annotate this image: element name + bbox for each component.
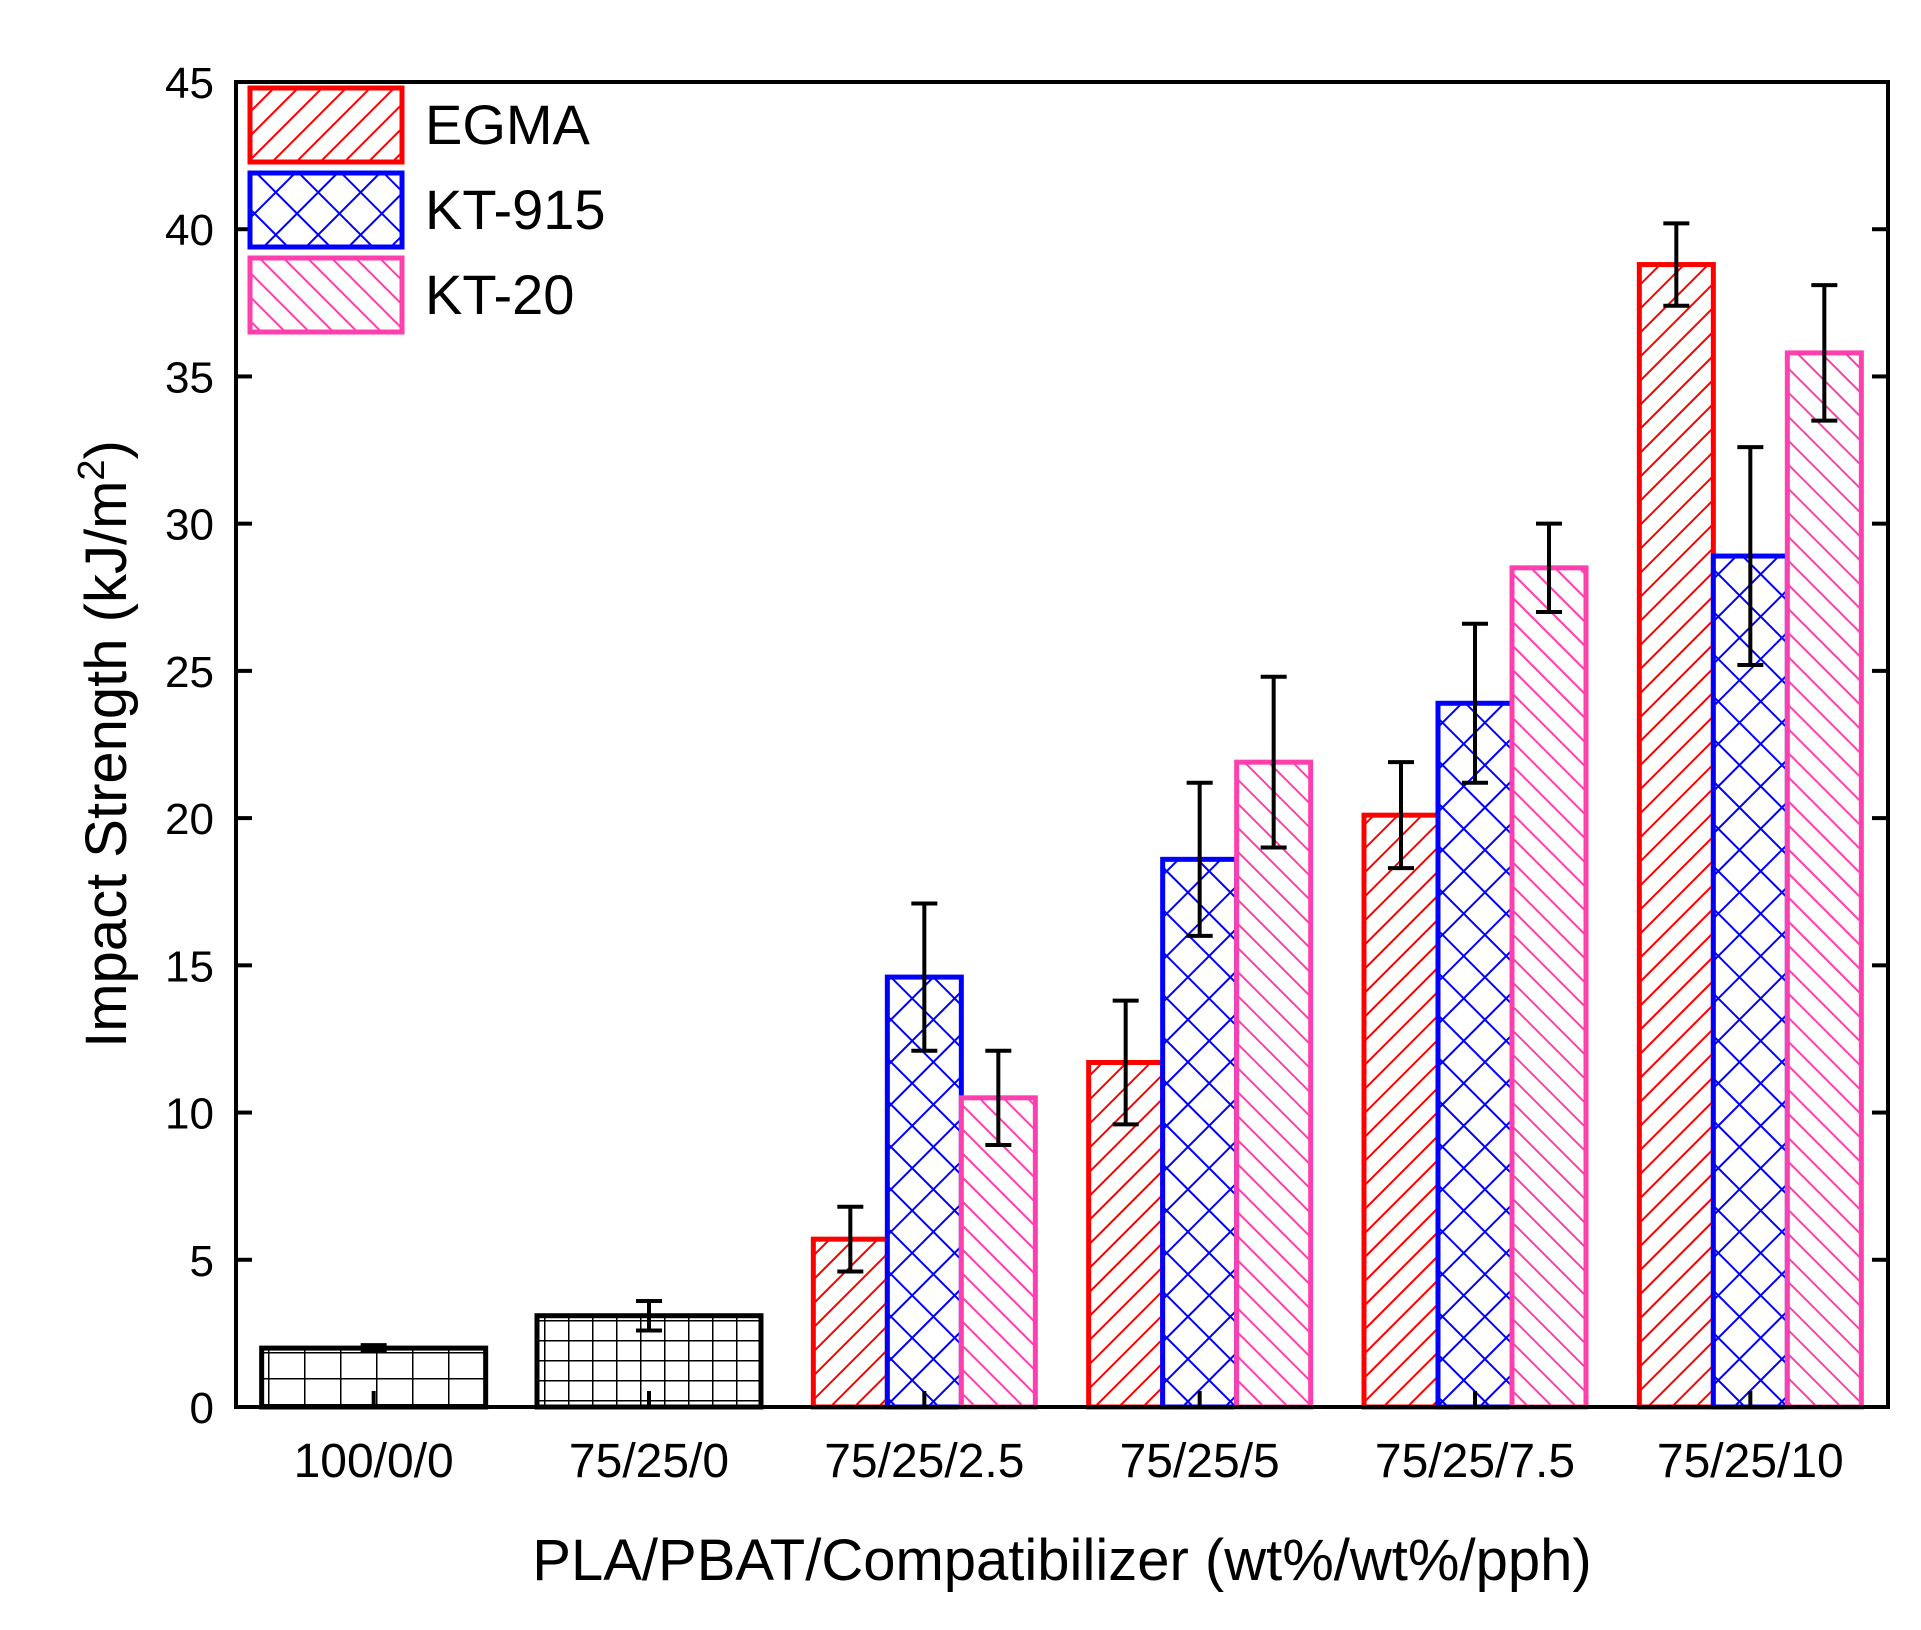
legend-label: EGMA (425, 93, 591, 156)
legend-swatch (247, 85, 405, 165)
bar-kt-915-75-25-7.5-error-bar (1462, 621, 1488, 785)
y-axis-label-main: Impact Strength (kJ/m (74, 481, 139, 1048)
bar-kt-915-75-25-10 (1710, 553, 1790, 1410)
legend-label: KT-20 (425, 263, 574, 326)
y-axis-label-superscript: 2 (71, 459, 113, 480)
legend-item-egma: EGMA (247, 85, 591, 165)
bar-egma-75-25-10-error-bar (1663, 221, 1690, 308)
x-tick-label: 100/0/0 (294, 1435, 454, 1488)
bar-egma-75-25-2.5-error-bar (837, 1204, 864, 1274)
bar-kt-915-75-25-10-error-bar (1737, 445, 1764, 667)
y-axis: 0 5 10 15 20 25 30 35 40 45 (165, 59, 1888, 1433)
y-tick-label: 45 (165, 59, 214, 108)
bar-kt-915-75-25-2.5-error-bar (911, 901, 938, 1053)
bar-kt-20-75-25-7.5 (1509, 565, 1589, 1410)
bar-control-100-0-0-error-bar (360, 1343, 387, 1354)
bar-kt-20-75-25-5-error-bar (1260, 674, 1287, 850)
x-tick-label: 75/25/2.5 (824, 1435, 1024, 1488)
x-tick-label: 75/25/10 (1657, 1435, 1844, 1488)
legend-swatch (247, 255, 405, 335)
legend-item-kt-915: KT-915 (247, 170, 606, 250)
y-axis-label: Impact Strength (kJ/m2) (71, 440, 139, 1048)
x-tick-label: 75/25/7.5 (1375, 1435, 1575, 1488)
bar-egma-75-25-7.5 (1361, 812, 1441, 1410)
y-tick-label: 15 (165, 942, 214, 991)
bar-kt-915-75-25-5-error-bar (1186, 780, 1213, 938)
y-axis-label-close: ) (74, 440, 139, 459)
bar-kt-915-75-25-7.5 (1435, 700, 1515, 1410)
bar-egma-75-25-7.5-error-bar (1388, 760, 1414, 871)
x-tick-label: 75/25/5 (1120, 1435, 1280, 1488)
legend: EGMA KT-915 KT-20 (247, 85, 606, 335)
y-tick-label: 30 (165, 501, 214, 550)
bar-kt-20-75-25-5 (1234, 759, 1314, 1410)
y-tick-label: 20 (165, 795, 214, 844)
bars-layer (259, 262, 1864, 1410)
x-tick-label: 75/25/0 (569, 1435, 729, 1488)
legend-label: KT-915 (425, 178, 606, 241)
x-axis-label: PLA/PBAT/Compatibilizer (wt%/wt%/pph) (532, 1528, 1591, 1593)
legend-swatch (247, 170, 405, 250)
y-tick-label: 5 (190, 1237, 214, 1286)
bar-egma-75-25-5-error-bar (1112, 998, 1139, 1127)
y-tick-label: 10 (165, 1090, 214, 1139)
bar-kt-20-75-25-2.5-error-bar (985, 1048, 1012, 1147)
y-tick-label: 35 (165, 353, 214, 402)
y-tick-label: 25 (165, 648, 214, 697)
x-axis: 100/0/0 75/25/0 75/25/2.5 75/25/5 75/25/7.5 7… (294, 1391, 1844, 1488)
bar-kt-915-75-25-5 (1160, 856, 1240, 1410)
bar-kt-20-75-25-2.5 (958, 1095, 1038, 1410)
bar-egma-75-25-10 (1636, 262, 1716, 1410)
error-bars-layer (360, 221, 1838, 1354)
bar-kt-20-75-25-10-error-bar (1811, 283, 1838, 423)
y-tick-label: 40 (165, 206, 214, 255)
bar-kt-20-75-25-10 (1784, 350, 1864, 1410)
plot-frame (234, 80, 1890, 1409)
bar-control-75-25-0-error-bar (636, 1299, 662, 1333)
y-tick-label: 0 (190, 1384, 214, 1433)
bar-kt-20-75-25-7.5-error-bar (1536, 521, 1562, 614)
legend-item-kt-20: KT-20 (247, 255, 574, 335)
